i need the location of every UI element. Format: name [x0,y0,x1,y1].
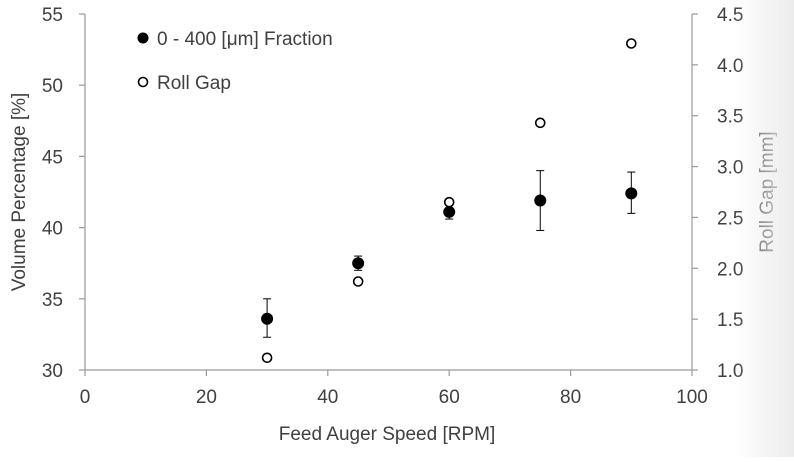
x-tick-label: 40 [317,387,338,408]
legend-label: Roll Gap [157,73,231,94]
y-right-tick-label: 2.0 [717,259,743,280]
data-marks-group [261,38,638,364]
x-tick-label: 0 [80,387,91,408]
y-right-tick-label: 1.0 [717,361,743,382]
roll-gap-point [534,117,546,129]
legend: 0 - 400 [μm] Fraction Roll Gap [137,29,333,94]
y-right-tick-label: 2.5 [717,208,743,229]
y-right-tick-label: 1.5 [717,310,743,331]
y-left-tick-label: 35 [42,290,63,311]
roll-gap-point [625,38,637,49]
y-left-tick-label: 55 [42,5,63,26]
x-tick-label: 20 [196,387,217,408]
y-axis-left-title: Volume Percentage [%] [9,93,30,292]
y-left-tick-label: 40 [42,219,63,240]
fraction-point [534,194,547,207]
x-axis-title: Feed Auger Speed [RPM] [279,424,496,445]
x-tick-label: 80 [560,387,581,408]
y-right-tick-label: 3.5 [717,107,743,128]
legend-marker-open [137,76,149,88]
fraction-point [352,257,365,270]
axes-group [79,13,698,376]
x-tick-label: 100 [676,387,708,408]
fraction-point [443,205,456,218]
y-axis-right-title: Roll Gap [mm] [757,131,778,252]
roll-gap-point [261,352,273,364]
y-left-tick-label: 45 [42,147,63,168]
legend-marker-filled [137,32,149,44]
y-right-tick-label: 4.0 [717,56,743,77]
roll-gap-point [443,196,455,208]
roll-gap-point [352,276,364,287]
x-tick-label: 60 [439,387,460,408]
tick-labels-group: 0 20 40 60 80 100 30 35 40 45 50 55 1.0 1.5 2.0 2.5 3.0 3… [42,5,744,408]
legend-label: 0 - 400 [μm] Fraction [157,29,333,50]
y-left-tick-label: 30 [42,361,63,382]
y-left-tick-label: 50 [42,76,63,97]
fraction-point [261,312,274,325]
y-right-tick-label: 3.0 [717,158,743,179]
y-right-tick-label: 4.5 [717,5,743,26]
fraction-point [625,187,638,200]
